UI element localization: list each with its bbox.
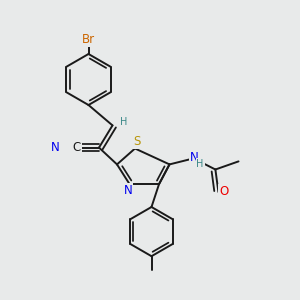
Text: H: H — [196, 159, 204, 169]
Text: N: N — [190, 151, 199, 164]
Text: N: N — [124, 184, 133, 197]
Text: Br: Br — [82, 33, 95, 46]
Text: H: H — [120, 117, 128, 127]
Text: C: C — [72, 141, 81, 154]
Text: S: S — [133, 135, 140, 148]
Text: O: O — [219, 185, 228, 198]
Text: N: N — [51, 141, 60, 154]
